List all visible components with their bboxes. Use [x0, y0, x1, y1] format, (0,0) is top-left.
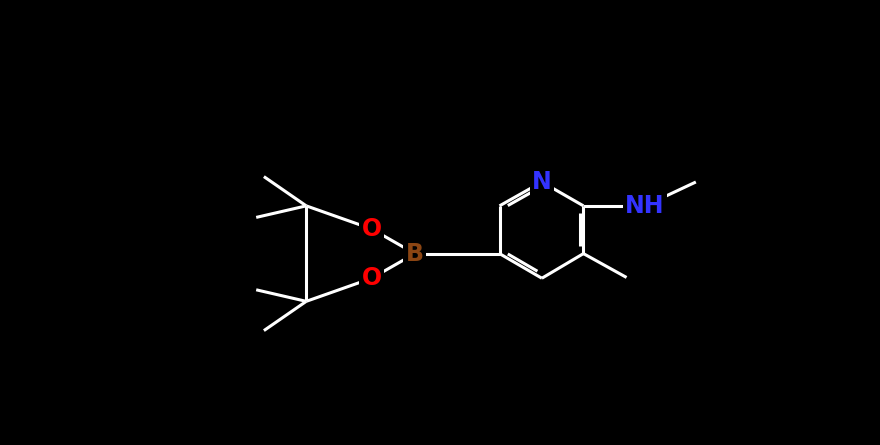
Text: NH: NH — [626, 194, 664, 218]
Text: N: N — [532, 170, 552, 194]
Text: O: O — [362, 217, 382, 241]
Text: O: O — [362, 266, 382, 290]
Text: B: B — [406, 242, 424, 266]
